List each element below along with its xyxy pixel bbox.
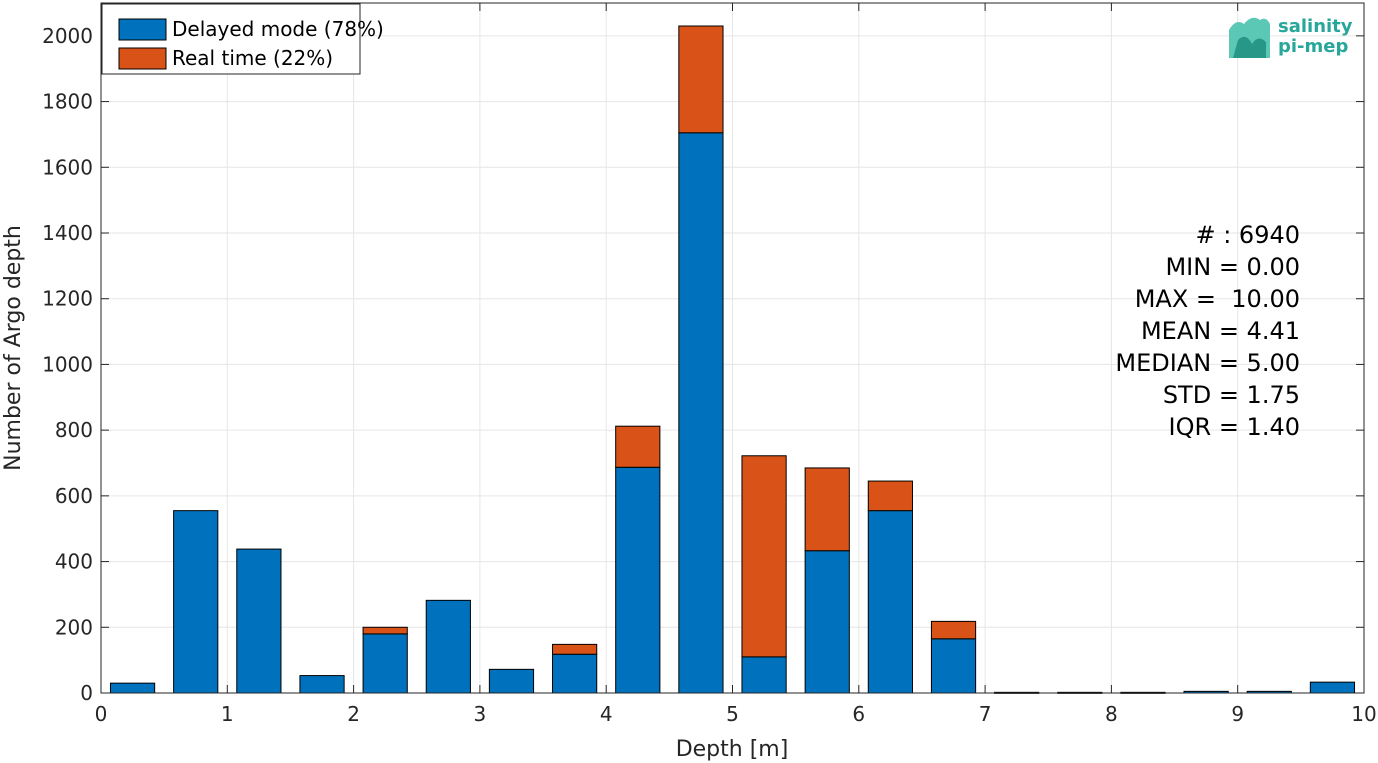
y-axis-label: Number of Argo depth [1,225,26,471]
bar-delayed-mode [741,656,787,694]
x-tick-label: 8 [1105,702,1118,726]
bar-real-time [741,455,787,658]
x-tick-label: 7 [979,702,992,726]
bars [109,25,1356,694]
legend-swatch-delayed [118,18,167,41]
bar-delayed-mode [804,550,850,694]
x-tick-labels: 0 1 2 3 4 5 6 7 8 9 10 [95,702,1377,726]
stat-median: MEDIAN = 5.00 [1115,349,1300,377]
x-tick-label: 9 [1231,702,1244,726]
y-tick-label: 800 [55,418,93,442]
stat-min: MIN = 0.00 [1165,253,1300,281]
salinity-pimep-logo: salinity pi-mep [1229,16,1353,58]
bar-delayed-mode [236,548,282,694]
legend: Delayed mode (78%) Real time (22%) [101,3,384,75]
stat-count: # : 6940 [1195,221,1300,249]
x-tick-label: 3 [474,702,487,726]
logo-text-line2: pi-mep [1278,36,1348,57]
bar-delayed-mode [173,510,219,694]
y-tick-label: 600 [55,484,93,508]
legend-swatch-realtime [118,47,167,70]
stat-mean: MEAN = 4.41 [1141,317,1300,345]
bar-delayed-mode [678,132,724,694]
bar-real-time [930,620,977,640]
y-tick-label: 2000 [42,24,93,48]
bar-real-time [867,480,913,512]
bar-delayed-mode [488,668,535,694]
logo-wave-icon-dark [1233,36,1266,58]
x-tick-label: 0 [95,702,108,726]
bar-delayed-mode [425,599,471,694]
bar-delayed-mode [109,682,156,694]
y-tick-label: 1000 [42,352,93,376]
y-tick-label: 1600 [42,155,93,179]
y-tick-label: 1200 [42,287,93,311]
stat-std: STD = 1.75 [1163,381,1300,409]
x-tick-label: 10 [1351,702,1376,726]
bar-real-time [615,425,661,468]
y-tick-label: 200 [55,615,93,639]
stats-box: # : 6940 MIN = 0.00 MAX = 10.00 MEAN = 4… [1115,221,1300,441]
bar-real-time [804,467,850,552]
axis-ticks [100,3,1365,694]
x-tick-label: 6 [852,702,865,726]
bar-delayed-mode [552,653,598,694]
bar-delayed-mode [1309,681,1356,694]
x-tick-label: 5 [726,702,739,726]
bar-delayed-mode [362,633,408,694]
x-tick-label: 4 [600,702,613,726]
logo-text-line1: salinity [1278,16,1353,37]
x-tick-label: 2 [347,702,360,726]
bar-real-time [362,626,408,635]
stat-max: MAX = 10.00 [1135,285,1300,313]
stat-iqr: IQR = 1.40 [1169,413,1300,441]
bar-delayed-mode [867,510,913,694]
y-tick-label: 1400 [42,221,93,245]
x-tick-label: 1 [221,702,234,726]
y-tick-label: 1800 [42,90,93,114]
y-tick-label: 0 [80,681,93,705]
y-tick-labels: 0 200 400 600 800 1000 1200 1400 1600 1800 2000 [42,24,93,705]
grid-lines [100,3,1365,694]
bar-delayed-mode [930,638,977,694]
bar-delayed-mode [615,466,661,694]
legend-label-delayed: Delayed mode (78%) [172,17,384,41]
bar-real-time [678,25,724,134]
bar-real-time [552,643,598,655]
bar-delayed-mode [299,675,345,694]
legend-label-realtime: Real time (22%) [172,46,333,70]
y-tick-label: 400 [55,550,93,574]
x-axis-label: Depth [m] [676,737,789,762]
